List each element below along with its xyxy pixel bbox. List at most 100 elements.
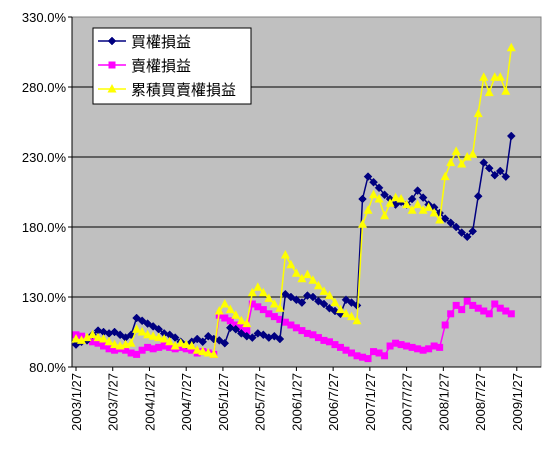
series-triangle: [71, 42, 516, 358]
data-point: [247, 333, 257, 342]
data-point: [451, 146, 461, 155]
data-point: [144, 343, 152, 351]
data-point: [258, 287, 268, 297]
data-point: [363, 205, 373, 214]
data-point: [506, 131, 516, 141]
data-point: [502, 307, 510, 315]
data-point: [231, 310, 241, 319]
data-point: [203, 348, 213, 357]
data-point: [469, 301, 477, 309]
data-point: [458, 306, 466, 314]
data-point: [402, 199, 412, 209]
data-point: [149, 345, 157, 353]
data-point: [225, 304, 235, 314]
legend-item: 累積買賣權損益: [98, 82, 236, 99]
x-tick-label: 2004/7/27: [179, 373, 194, 431]
x-tick-label: 2008/7/27: [473, 373, 488, 431]
data-point: [154, 332, 164, 342]
data-point: [198, 346, 208, 356]
x-axis: 2003/1/27 2003/7/27 2004/1/27 2004/7/27 2005…: [69, 366, 549, 431]
data-point: [435, 215, 445, 224]
data-point: [325, 338, 333, 346]
data-point: [132, 324, 142, 333]
data-point: [181, 339, 191, 349]
data-point: [286, 259, 296, 269]
data-point: [104, 336, 114, 346]
data-point: [77, 335, 87, 344]
data-point: [110, 339, 120, 349]
data-point: [369, 177, 378, 187]
data-point: [491, 300, 499, 308]
data-point: [457, 228, 467, 237]
x-tick-label: 2008/1/27: [436, 373, 451, 431]
data-point: [160, 342, 168, 350]
data-point: [485, 310, 493, 318]
data-point: [88, 329, 98, 339]
data-point: [226, 317, 234, 325]
data-point: [105, 345, 113, 353]
x-tick-label: 2009/7/27: [547, 373, 549, 431]
data-point: [341, 308, 351, 318]
data-point: [99, 334, 109, 343]
data-point: [479, 72, 489, 81]
data-point: [166, 343, 174, 351]
data-point: [264, 293, 274, 302]
legend-label: 買權損益: [131, 34, 191, 51]
data-point: [414, 345, 422, 353]
data-point: [298, 327, 306, 335]
data-point: [457, 159, 467, 168]
x-tick-label: 2004/1/27: [142, 373, 157, 431]
data-point: [324, 290, 334, 300]
data-point: [330, 297, 340, 307]
data-point: [501, 172, 511, 181]
data-point: [308, 292, 318, 302]
legend-label: 累積買賣權損益: [131, 82, 236, 99]
data-point: [111, 346, 119, 354]
data-point: [441, 321, 449, 329]
data-point: [374, 183, 384, 193]
data-point: [335, 304, 345, 314]
data-point: [429, 208, 439, 217]
data-point: [507, 310, 515, 318]
data-point: [479, 158, 489, 167]
data-point: [358, 194, 367, 204]
data-point: [133, 350, 141, 358]
series-diamond: [71, 131, 516, 349]
data-point: [291, 268, 301, 277]
data-point: [127, 349, 135, 357]
data-point: [440, 214, 450, 223]
data-point: [396, 194, 406, 203]
data-point: [452, 301, 460, 309]
data-point: [187, 341, 197, 350]
data-point: [214, 306, 224, 315]
data-point: [314, 334, 322, 342]
x-tick-label: 2007/7/27: [400, 373, 415, 431]
data-point: [407, 194, 417, 204]
data-point: [451, 222, 461, 232]
data-point: [380, 210, 390, 220]
data-point: [490, 170, 500, 180]
data-point: [107, 84, 117, 93]
legend-box: [92, 27, 252, 105]
data-point: [342, 346, 350, 354]
data-point: [287, 321, 295, 329]
x-tick-label: 2009/1/27: [510, 373, 525, 431]
data-point: [265, 310, 273, 318]
data-point: [447, 310, 455, 318]
data-point: [270, 313, 278, 321]
x-tick-label: 2006/7/27: [326, 373, 341, 431]
data-point: [413, 186, 422, 195]
data-point: [407, 205, 417, 214]
data-point: [425, 345, 433, 353]
y-tick-label: 330.0%: [22, 10, 67, 25]
data-point: [269, 299, 279, 308]
data-point: [292, 324, 300, 332]
data-point: [253, 282, 263, 291]
data-point: [331, 341, 339, 349]
data-point: [336, 343, 344, 351]
data-point: [506, 42, 516, 52]
data-point: [209, 349, 219, 358]
data-point: [358, 219, 368, 228]
data-point: [275, 334, 285, 344]
